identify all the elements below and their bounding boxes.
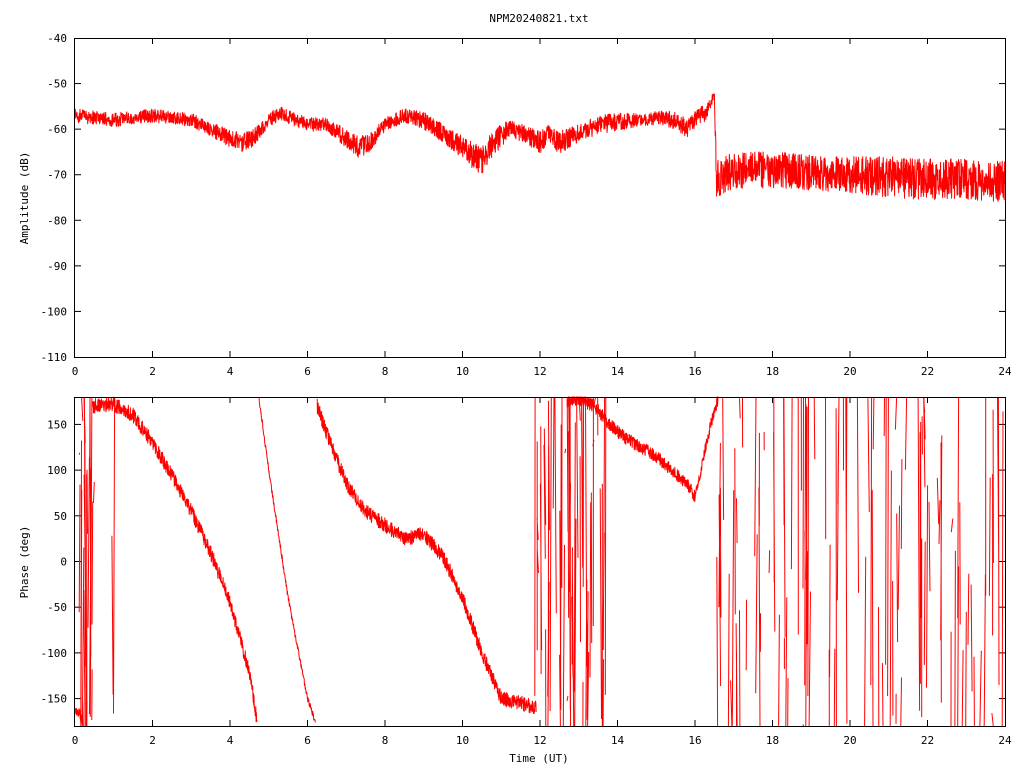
x-tick-label: 6: [304, 734, 311, 747]
x-tick-label: 4: [227, 365, 234, 378]
y-tick-label: -100: [41, 305, 68, 318]
x-tick-label: 22: [921, 734, 934, 747]
y-tick-label: -150: [41, 693, 68, 706]
amplitude-axis-ticks: 0 2 4 6 8 10 12 14 16 18 20 22 24-40-50-60-70-80-90-…: [41, 32, 1012, 378]
x-tick-label: 24: [998, 365, 1012, 378]
amplitude-series-line: [74, 93, 1006, 202]
x-tick-label: 22: [921, 365, 934, 378]
phase-axis-ticks: 0 2 4 6 8 10 12 14 16 18 20 22 24150100500-50-100-15…: [41, 397, 1012, 747]
y-tick-label: 50: [54, 510, 67, 523]
phase-y-axis-label: Phase (deg): [18, 526, 31, 599]
phase-series-line: [91, 396, 258, 723]
y-tick-label: -90: [47, 260, 67, 273]
phase-wrap-spikes: [111, 396, 116, 714]
y-tick-label: -110: [41, 351, 68, 364]
phase-wrap-spikes: [534, 396, 607, 727]
phase-plot-frame: [74, 397, 1006, 727]
x-tick-label: 0: [72, 365, 79, 378]
x-tick-label: 2: [149, 365, 156, 378]
x-tick-label: 14: [611, 365, 625, 378]
phase-wrap-spikes: [716, 396, 1004, 727]
chart-title: NPM20240821.txt: [489, 12, 588, 25]
x-tick-label: 0: [72, 734, 79, 747]
y-tick-label: -50: [47, 601, 67, 614]
x-tick-label: 16: [688, 365, 701, 378]
y-tick-label: 100: [47, 464, 67, 477]
amplitude-plot-frame: [74, 38, 1006, 358]
phase-series-line: [566, 396, 719, 503]
x-tick-label: 6: [304, 365, 311, 378]
amplitude-y-axis-label: Amplitude (dB): [18, 152, 31, 245]
x-tick-label: 4: [227, 734, 234, 747]
phase-series-line: [74, 707, 84, 724]
x-tick-label: 2: [149, 734, 156, 747]
x-tick-label: 18: [766, 365, 779, 378]
phase-wrap-spikes: [78, 396, 95, 727]
phase-series-line: [258, 396, 316, 723]
x-tick-label: 12: [533, 734, 546, 747]
y-tick-label: -80: [47, 214, 67, 227]
x-tick-label: 20: [843, 365, 856, 378]
y-tick-label: -100: [41, 647, 68, 660]
x-tick-label: 8: [382, 734, 389, 747]
phase-series-line: [316, 398, 537, 714]
y-tick-label: -50: [47, 78, 67, 91]
x-tick-label: 24: [998, 734, 1012, 747]
phase-panel: Phase (deg) 0 2 4 6 8 10 12 14 16 18 20 22 241501005…: [18, 396, 1012, 747]
y-tick-label: -40: [47, 32, 67, 45]
x-tick-label: 12: [533, 365, 546, 378]
x-tick-label: 14: [611, 734, 625, 747]
y-tick-label: 150: [47, 418, 67, 431]
y-tick-label: -70: [47, 169, 67, 182]
x-tick-label: 10: [456, 734, 469, 747]
x-tick-label: 16: [688, 734, 701, 747]
y-tick-label: 0: [60, 556, 67, 569]
phase-x-axis-label: Time (UT): [509, 752, 569, 765]
x-tick-label: 20: [843, 734, 856, 747]
phase-trace: [74, 396, 1004, 727]
x-tick-label: 8: [382, 365, 389, 378]
amplitude-panel: Amplitude (dB) 0 2 4 6 8 10 12 14 16 18 20 22 24-40-…: [18, 32, 1012, 378]
amplitude-trace: [74, 93, 1006, 202]
y-tick-label: -60: [47, 123, 67, 136]
x-tick-label: 18: [766, 734, 779, 747]
x-tick-label: 10: [456, 365, 469, 378]
